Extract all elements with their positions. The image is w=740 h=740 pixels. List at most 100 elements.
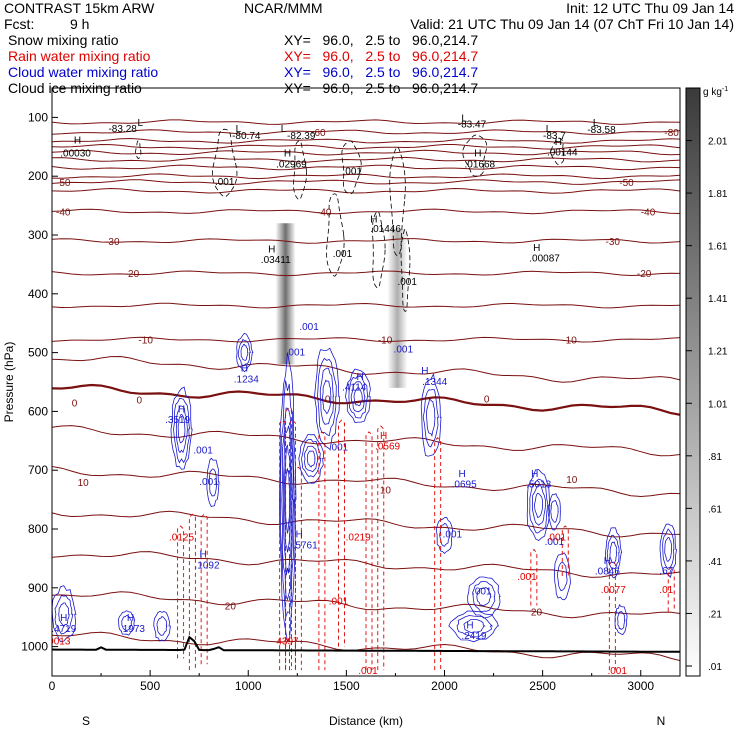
colorbar-tick-label: .21 <box>708 609 722 620</box>
cloud-water-contour <box>206 457 220 507</box>
cloud-water-label: H <box>531 469 538 480</box>
cloud-water-contour <box>236 332 254 373</box>
snow-ice-label: H <box>284 149 291 160</box>
cloud-water-contour <box>550 499 559 523</box>
temperature-isotherm <box>52 425 680 457</box>
temperature-isotherm <box>52 336 680 343</box>
cloud-water-label: H <box>127 613 134 624</box>
snow-ice-label: -83.28 <box>108 124 137 135</box>
field-rain-xy: XY= 96.0, 2.5 to 96.0,214.7 <box>284 48 478 64</box>
temperature-label: -40 <box>317 207 332 218</box>
model-name: CONTRAST 15km ARW <box>4 0 155 16</box>
rain-water-contour <box>530 548 538 606</box>
temperature-label: -10 <box>138 336 153 347</box>
cloud-water-contour <box>606 534 620 570</box>
rain-water-contour <box>377 425 385 671</box>
x-right-end-label: N <box>657 714 666 728</box>
snow-ice-label: .03411 <box>261 255 291 266</box>
temperature-isotherm <box>52 137 680 144</box>
cloud-water-label: .001 <box>472 587 492 598</box>
temperature-label: -50 <box>619 178 634 189</box>
x-left-end-label: S <box>82 714 90 728</box>
cloud-water-contour <box>554 552 571 601</box>
cloud-water-label: .4114 <box>342 383 367 394</box>
rain-water-contour <box>177 525 185 659</box>
snow-ice-contours <box>135 128 565 312</box>
temperature-isotherm <box>52 187 680 194</box>
snow-ice-label: .01446 <box>370 224 401 235</box>
cloud-water-label: H <box>241 363 248 374</box>
cloud-water-contour <box>533 492 544 518</box>
cloud-water-contour <box>448 610 499 643</box>
rain-water-label: .001 <box>313 687 333 698</box>
snow-ice-label: .01668 <box>465 159 496 170</box>
colorbar-tick-label: .61 <box>708 504 722 515</box>
cloud-water-contour <box>281 407 294 601</box>
temperature-isotherm <box>52 591 680 619</box>
y-tick-label: 300 <box>28 228 48 242</box>
temperature-label: -30 <box>606 237 621 248</box>
cloud-water-label: .1973 <box>120 624 145 635</box>
x-tick-label: 1000 <box>235 679 262 693</box>
colorbar-tick-label: 1.81 <box>708 189 728 200</box>
axes: 0 500 1000 1500 2000 2500 30001002003004005006… <box>21 110 654 693</box>
field-snow-xy: XY= 96.0, 2.5 to 96.0,214.7 <box>284 32 478 48</box>
snow-ice-label: .00030 <box>60 149 91 160</box>
cloud-water-contour <box>240 343 249 361</box>
snow-shading-column <box>275 223 296 365</box>
cloud-water-contour <box>54 595 74 635</box>
rain-water-contour <box>338 419 345 647</box>
cloud-water-contour <box>208 468 218 497</box>
y-tick-label: 700 <box>28 463 48 477</box>
temperature-isotherm <box>52 129 680 135</box>
cloud-water-contour <box>425 397 436 437</box>
fcst-value: 9 h <box>70 16 89 32</box>
temperature-isotherm <box>52 355 680 383</box>
cloud-water-label: H <box>459 469 466 480</box>
rain-water-label: H <box>380 431 387 442</box>
cloud-water-label: .0846 <box>595 567 620 578</box>
cloud-water-contour <box>282 425 293 576</box>
cloud-water-contours <box>52 332 677 643</box>
y-tick-label: 500 <box>28 346 48 360</box>
temperature-label: 0 <box>325 394 331 405</box>
cloud-water-label: H <box>178 404 185 415</box>
snow-ice-label: .02969 <box>276 159 307 170</box>
cloud-water-contour <box>156 615 168 636</box>
snow-ice-contour <box>550 137 565 165</box>
rain-water-label: .0219 <box>346 533 371 544</box>
cloud-water-contour <box>532 484 547 526</box>
cloud-water-label: .2419 <box>461 631 486 642</box>
field-cloud-water-xy: XY= 96.0, 2.5 to 96.0,214.7 <box>284 64 478 80</box>
colorbar-ticks: 2.01 1.81 1.61 1.41 1.21 1.01 .81 .61 .41 .21 .01 <box>686 137 728 673</box>
cloud-water-label: .001 <box>394 344 414 355</box>
temperature-label: -30 <box>105 237 120 248</box>
cloud-water-contour <box>467 576 501 619</box>
snow-ice-label: .001 <box>397 277 417 288</box>
rain-water-label: .0125 <box>169 533 194 544</box>
cloud-water-label: H <box>60 613 67 624</box>
temperature-isotherm <box>52 510 680 538</box>
cloud-water-contour <box>348 374 369 419</box>
temperature-isotherm <box>52 208 680 215</box>
snow-ice-label: .001 <box>333 249 353 260</box>
cloud-water-contour <box>472 581 496 613</box>
rain-water-label: .0013 <box>45 637 70 648</box>
cloud-water-label: H <box>296 530 303 541</box>
cloud-water-contour <box>153 610 171 642</box>
header: CONTRAST 15km ARW NCAR/MMM Init: 12 UTC … <box>4 0 734 96</box>
temperature-label: 10 <box>566 475 578 486</box>
y-tick-label: 600 <box>28 404 48 418</box>
rain-water-contour <box>188 513 196 671</box>
cloud-water-contour <box>662 528 675 570</box>
cloud-water-contour <box>422 389 439 448</box>
rain-water-label: .001 <box>607 666 627 677</box>
cloud-water-contour <box>456 615 494 638</box>
temperature-isotherm <box>52 238 680 244</box>
y-tick-label: 800 <box>28 522 48 536</box>
snow-ice-contour <box>326 193 345 277</box>
y-tick-label: 200 <box>28 169 48 183</box>
temperature-label: 0 <box>72 399 78 410</box>
temperature-label: -40 <box>641 207 656 218</box>
